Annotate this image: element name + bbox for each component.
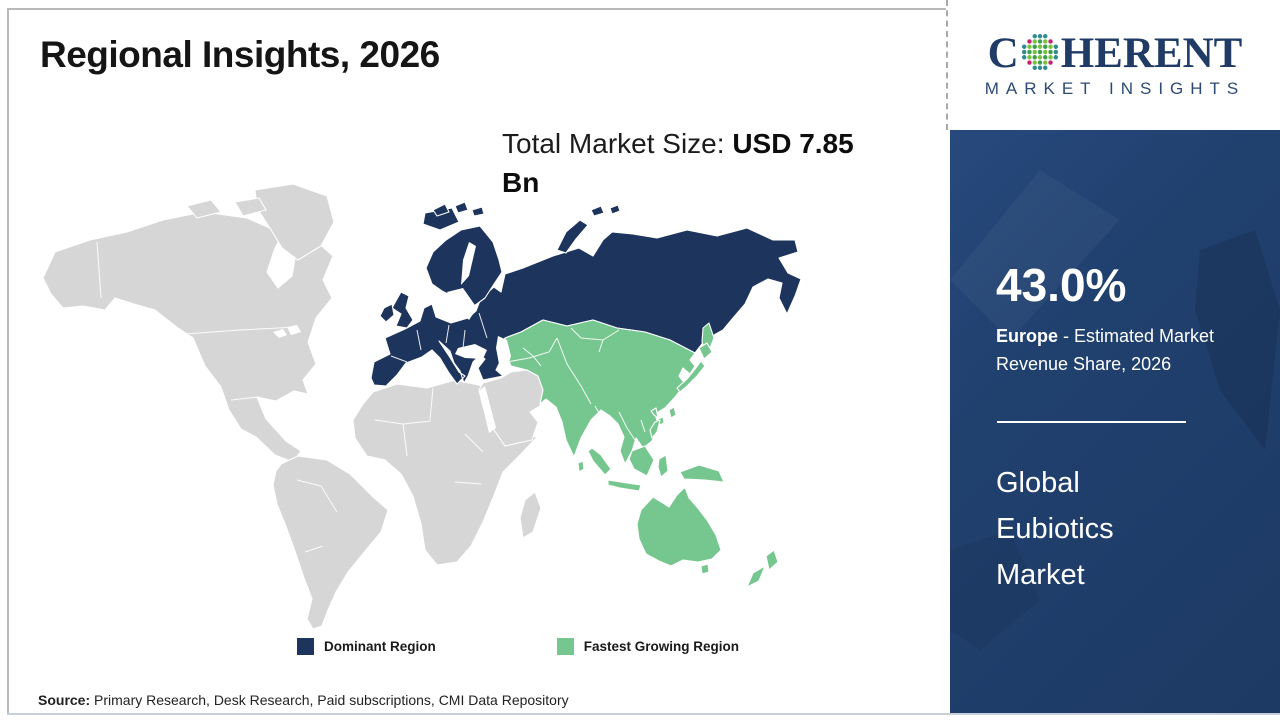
map-greenland bbox=[254, 183, 335, 261]
map-baltic-sea bbox=[447, 288, 477, 320]
company-logo: C HERENT MARKET INSIGHTS bbox=[950, 0, 1280, 130]
total-market-size-value: USD 7.85 bbox=[732, 128, 854, 159]
logo-dashed-divider bbox=[946, 0, 948, 130]
map-philippines bbox=[649, 419, 661, 439]
map-united-kingdom bbox=[391, 291, 414, 329]
logo-letter-c: C bbox=[987, 29, 1019, 77]
map-japan-hokkaido bbox=[698, 342, 713, 360]
map-tasmania bbox=[700, 563, 710, 575]
map-ireland bbox=[379, 303, 395, 323]
logo-wordmark: C HERENT bbox=[988, 32, 1243, 75]
map-new-zealand-south bbox=[746, 565, 766, 588]
fastest-growing-region-label: Fastest Growing Region bbox=[583, 639, 740, 654]
map-australia bbox=[636, 486, 722, 567]
europe-share-value: 43.0% bbox=[996, 259, 1127, 311]
map-svalbard bbox=[454, 201, 469, 214]
share-region-name: Europe bbox=[996, 326, 1059, 346]
map-great-lakes bbox=[273, 329, 287, 338]
slide-border-top bbox=[7, 8, 946, 10]
map-japan-honshu bbox=[676, 360, 706, 393]
sidebar-panel: 43.0% Europe - Estimated Market Revenue … bbox=[950, 130, 1280, 713]
map-java bbox=[607, 479, 642, 492]
map-sri-lanka bbox=[577, 460, 585, 473]
map-south-america bbox=[272, 455, 389, 630]
map-new-zealand-north bbox=[765, 549, 779, 571]
map-arctic-russia-island bbox=[609, 204, 621, 215]
map-svalbard bbox=[471, 206, 485, 217]
dominant-region-swatch bbox=[297, 638, 314, 655]
map-sulawesi bbox=[657, 454, 669, 478]
share-metric-text: - Estimated Market Revenue Share, 2026 bbox=[996, 326, 1215, 374]
sidebar-watermark bbox=[950, 170, 1280, 650]
logo-subtitle: MARKET INSIGHTS bbox=[984, 78, 1246, 98]
map-svalbard bbox=[432, 203, 450, 217]
world-map bbox=[35, 180, 935, 630]
map-legend: Dominant Region Fastest Growing Region bbox=[297, 638, 739, 655]
market-name: Global Eubiotics Market bbox=[996, 467, 1114, 591]
page-title: Regional Insights, 2026 bbox=[40, 34, 440, 75]
source-label: Source: bbox=[38, 692, 91, 708]
slide-border-left bbox=[7, 8, 9, 714]
map-asia-mainland bbox=[504, 319, 696, 465]
total-market-size-label: Total Market Size: bbox=[502, 128, 733, 159]
europe-share-description: Europe - Estimated Market Revenue Share,… bbox=[996, 322, 1266, 378]
total-market-size-unit: Bn bbox=[502, 167, 540, 198]
legend-item-dominant: Dominant Region bbox=[297, 638, 436, 655]
map-arctic-russia-island bbox=[590, 205, 605, 217]
legend-item-growing: Fastest Growing Region bbox=[556, 638, 740, 655]
map-caspian-sea bbox=[496, 336, 511, 372]
map-taiwan bbox=[668, 406, 677, 419]
map-red-sea bbox=[479, 386, 496, 433]
map-borneo bbox=[628, 445, 655, 477]
source-text: Primary Research, Desk Research, Paid su… bbox=[90, 692, 569, 708]
map-region-asia-pacific-growing bbox=[504, 319, 779, 588]
slide-border-bottom bbox=[7, 713, 1280, 715]
map-new-guinea bbox=[679, 464, 725, 483]
total-market-size: Total Market Size: USD 7.85 Bn bbox=[502, 124, 854, 202]
cmi-globe-icon bbox=[1021, 34, 1058, 70]
map-novaya-zemlya bbox=[556, 219, 589, 254]
map-sumatra bbox=[587, 447, 612, 476]
fastest-growing-region-swatch bbox=[556, 638, 574, 655]
map-gulf-of-bothnia bbox=[461, 242, 476, 285]
map-arctic-island bbox=[234, 197, 267, 217]
logo-letters-rest: HERENT bbox=[1060, 29, 1243, 77]
map-arctic-island bbox=[186, 199, 222, 219]
source-line: Source: Primary Research, Desk Research,… bbox=[38, 692, 569, 708]
map-madagascar bbox=[519, 491, 542, 539]
map-country-borders bbox=[96, 241, 646, 553]
dominant-region-label: Dominant Region bbox=[324, 639, 436, 654]
map-philippines bbox=[650, 407, 659, 419]
sidebar-divider bbox=[997, 421, 1186, 423]
